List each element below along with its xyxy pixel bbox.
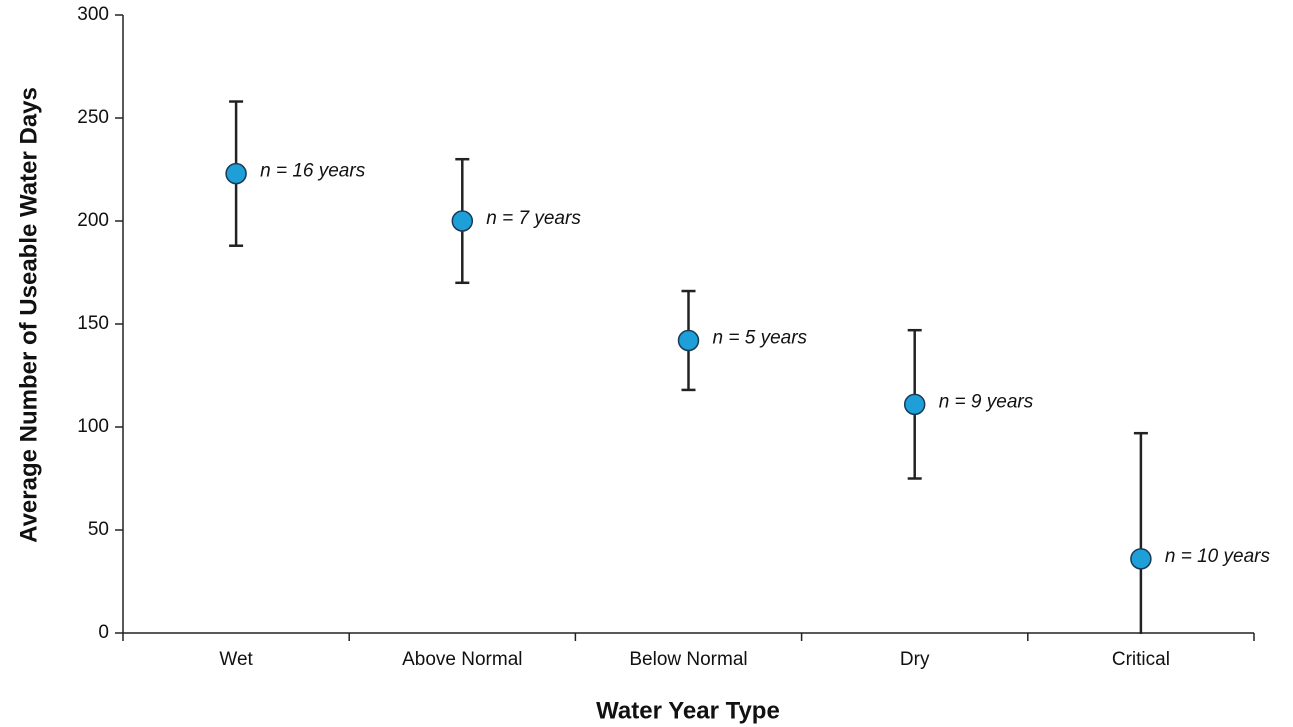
annotation: n = 16 years: [260, 161, 366, 182]
y-tick-label: 150: [77, 313, 109, 334]
point: [1130, 548, 1152, 570]
y-tick-label: 300: [77, 4, 109, 25]
point: [903, 393, 926, 416]
point: [677, 329, 700, 352]
annotation: n = 7 years: [486, 208, 581, 229]
y-tick-label: 0: [98, 622, 109, 643]
x-tick-label: Critical: [1112, 649, 1170, 670]
y-tick-label: 100: [77, 416, 109, 437]
x-tick-label: Wet: [219, 649, 253, 670]
x-axis-title: Water Year Type: [596, 697, 780, 724]
annotation: n = 5 years: [713, 327, 808, 348]
y-tick-label: 250: [77, 107, 109, 128]
x-tick-label: Dry: [900, 649, 930, 670]
y-tick-label: 50: [88, 519, 109, 540]
x-tick-label: Above Normal: [402, 649, 522, 670]
x-tick-label: Below Normal: [629, 649, 747, 670]
annotation: n = 10 years: [1165, 546, 1271, 567]
annotation: n = 9 years: [939, 391, 1034, 412]
point: [225, 162, 247, 185]
point: [451, 210, 474, 232]
y-axis-title: Average Number of Useable Water Days: [15, 87, 42, 543]
y-tick-label: 200: [77, 210, 109, 231]
